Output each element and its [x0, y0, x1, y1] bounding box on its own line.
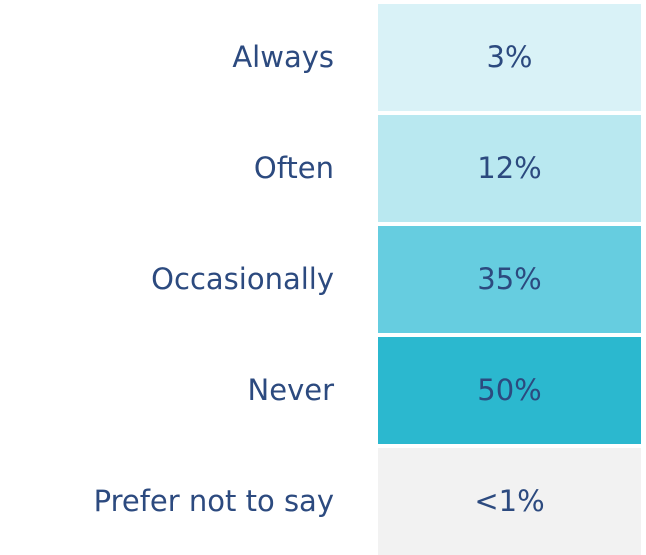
- row-label: Often: [253, 151, 334, 185]
- row-label: Always: [232, 40, 334, 74]
- table-row: Occasionally 35%: [0, 226, 646, 333]
- value-cell: 35%: [378, 226, 641, 333]
- row-label: Prefer not to say: [93, 484, 334, 518]
- value-cell: <1%: [378, 448, 641, 555]
- row-label: Occasionally: [151, 262, 334, 296]
- table-row: Prefer not to say <1%: [0, 448, 646, 555]
- row-label: Never: [247, 373, 334, 407]
- value-cell: 50%: [378, 337, 641, 444]
- value-cell: 12%: [378, 115, 641, 222]
- table-row: Never 50%: [0, 337, 646, 444]
- table-row: Always 3%: [0, 4, 646, 111]
- value-cell: 3%: [378, 4, 641, 111]
- table-row: Often 12%: [0, 115, 646, 222]
